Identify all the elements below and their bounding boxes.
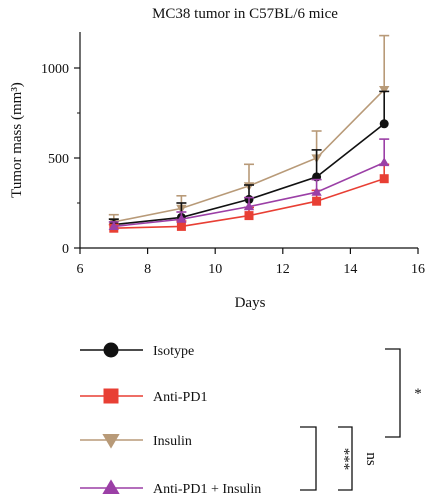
data-point <box>379 157 390 167</box>
sig-label-star: * <box>414 386 422 402</box>
legend-marker <box>103 342 119 358</box>
series-anti-pd1-insulin <box>108 138 390 230</box>
y-axis-label: Tumor mass (mm³) <box>9 82 25 198</box>
sig-label-ns: ns <box>363 452 379 466</box>
legend-label: Anti-PD1 + Insulin <box>153 482 261 497</box>
data-point <box>379 86 390 95</box>
x-ticks: 6 8 10 12 14 16 <box>77 248 425 277</box>
legend-marker <box>103 388 119 404</box>
x-tick-label: 6 <box>77 262 84 277</box>
significance-brackets: * *** ns <box>300 348 422 491</box>
data-point <box>311 187 322 196</box>
legend-label: Insulin <box>153 434 192 449</box>
x-tick-label: 14 <box>343 262 357 277</box>
series-layer <box>108 34 390 233</box>
chart-title: MC38 tumor in C57BL/6 mice <box>152 6 338 22</box>
data-point <box>312 196 322 206</box>
y-tick-label: 1000 <box>41 62 69 77</box>
data-point <box>244 211 254 221</box>
y-tick-label: 500 <box>48 152 69 167</box>
plot-area: 0 500 1000 6 8 10 12 14 16 <box>41 32 425 277</box>
data-point <box>176 214 187 223</box>
legend-item: Anti-PD1 + Insulin <box>80 479 261 497</box>
legend-marker <box>102 479 120 494</box>
y-tick-label: 0 <box>62 242 69 257</box>
bracket-insulin-vs-combo <box>300 426 317 491</box>
x-tick-label: 16 <box>411 262 425 277</box>
data-point <box>108 221 119 230</box>
x-tick-label: 12 <box>276 262 290 277</box>
legend-item: Anti-PD1 <box>80 388 207 405</box>
x-tick-label: 8 <box>144 262 151 277</box>
bracket-isotype-vs-insulin <box>385 348 401 438</box>
data-point <box>379 119 389 129</box>
data-point <box>379 174 389 184</box>
y-ticks: 0 500 1000 <box>41 62 80 257</box>
x-axis-label: Days <box>235 295 266 311</box>
bracket-antipd1-vs-combo <box>338 426 353 491</box>
legend-marker <box>102 434 120 449</box>
data-point <box>243 201 255 211</box>
x-tick-label: 10 <box>208 262 222 277</box>
legend: Isotype Anti-PD1 Insulin Anti-PD1 + Insulin <box>80 342 261 497</box>
legend-item: Isotype <box>80 342 194 359</box>
sig-label-triple-star: *** <box>336 448 352 471</box>
data-point <box>176 221 186 231</box>
legend-item: Insulin <box>80 434 192 449</box>
legend-label: Isotype <box>153 344 194 359</box>
legend-label: Anti-PD1 <box>153 390 207 405</box>
